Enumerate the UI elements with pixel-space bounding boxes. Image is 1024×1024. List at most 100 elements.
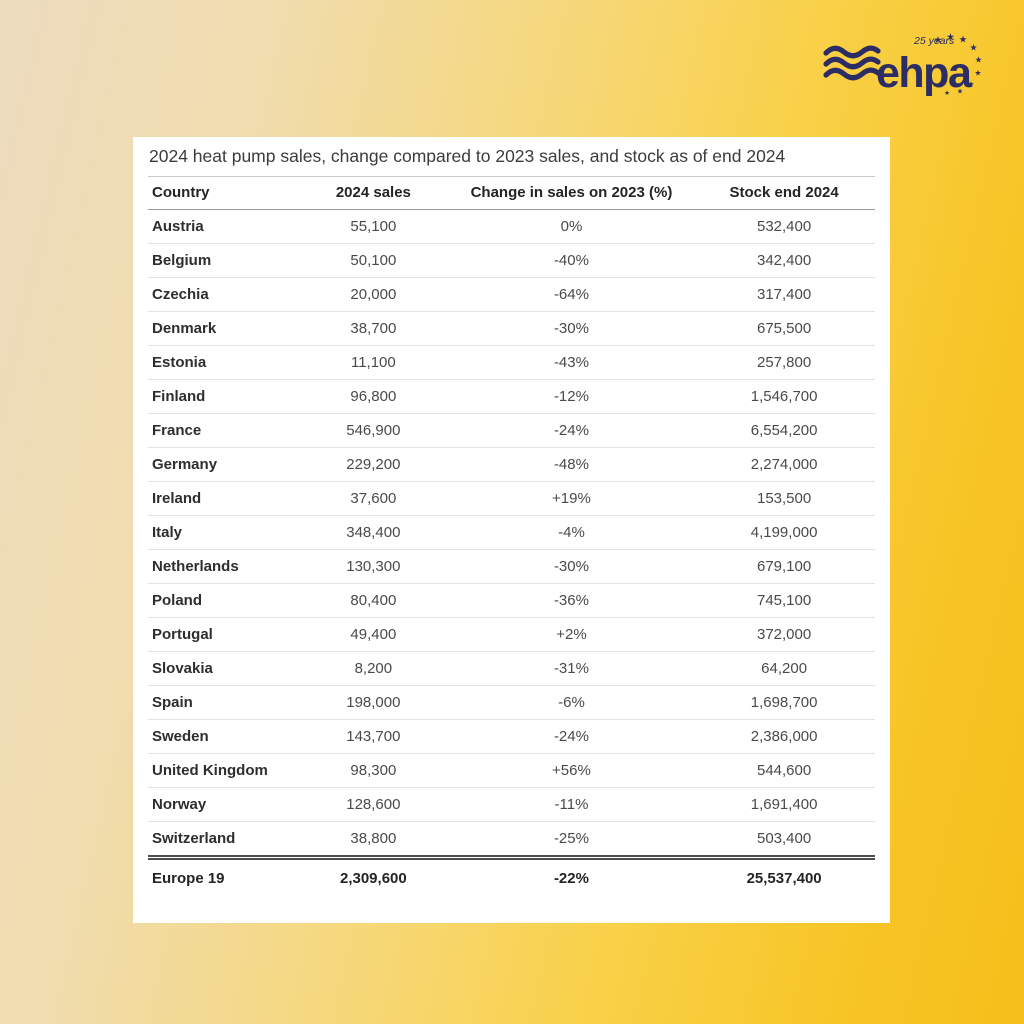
svg-text:★: ★ bbox=[975, 56, 983, 66]
stock-cell: 679,100 bbox=[693, 549, 875, 584]
col-header-sales: 2024 sales bbox=[297, 177, 450, 210]
table-row: United Kingdom 98,300 +56% 544,600 bbox=[148, 753, 875, 788]
col-header-country: Country bbox=[148, 177, 298, 210]
change-cell: -24% bbox=[449, 413, 694, 448]
total-change-value: -22% bbox=[449, 855, 694, 898]
sales-cell: 98,300 bbox=[297, 753, 450, 788]
svg-text:★: ★ bbox=[934, 35, 943, 46]
table-row: Sweden 143,700 -24% 2,386,000 bbox=[148, 719, 875, 754]
svg-text:★: ★ bbox=[969, 44, 977, 54]
change-cell: -11% bbox=[449, 787, 694, 822]
change-cell: -43% bbox=[449, 345, 694, 380]
data-card: 2024 heat pump sales, change compared to… bbox=[133, 137, 890, 923]
table-row: Austria 55,100 0% 532,400 bbox=[148, 209, 875, 244]
country-cell: Estonia bbox=[148, 345, 298, 380]
col-header-stock: Stock end 2024 bbox=[693, 177, 875, 210]
sales-cell: 50,100 bbox=[297, 243, 450, 278]
change-cell: -12% bbox=[449, 379, 694, 414]
country-cell: France bbox=[148, 413, 298, 448]
svg-text:★: ★ bbox=[974, 69, 981, 78]
table-row: Portugal 49,400 +2% 372,000 bbox=[148, 617, 875, 652]
stock-cell: 1,691,400 bbox=[693, 787, 875, 822]
table-row: Spain 198,000 -6% 1,698,700 bbox=[148, 685, 875, 720]
eu-stars-icon: ★ ★ ★ ★ ★ ★ ★ ★ ★ bbox=[934, 32, 983, 97]
svg-text:★: ★ bbox=[944, 89, 950, 97]
stock-cell: 503,400 bbox=[693, 821, 875, 858]
change-cell: +19% bbox=[449, 481, 694, 516]
table-row: Netherlands 130,300 -30% 679,100 bbox=[148, 549, 875, 584]
sales-cell: 38,800 bbox=[297, 821, 450, 858]
country-cell: Switzerland bbox=[148, 821, 298, 858]
stock-cell: 6,554,200 bbox=[693, 413, 875, 448]
stock-cell: 675,500 bbox=[693, 311, 875, 346]
stock-cell: 2,386,000 bbox=[693, 719, 875, 754]
ehpa-badge-text: 25 years bbox=[913, 35, 955, 47]
sales-cell: 128,600 bbox=[297, 787, 450, 822]
change-cell: -31% bbox=[449, 651, 694, 686]
change-cell: -36% bbox=[449, 583, 694, 618]
stock-cell: 544,600 bbox=[693, 753, 875, 788]
country-cell: Italy bbox=[148, 515, 298, 550]
country-cell: Sweden bbox=[148, 719, 298, 754]
table-row: Finland 96,800 -12% 1,546,700 bbox=[148, 379, 875, 414]
table-title: 2024 heat pump sales, change compared to… bbox=[148, 137, 875, 177]
change-cell: -24% bbox=[449, 719, 694, 754]
sales-cell: 348,400 bbox=[297, 515, 450, 550]
country-cell: Austria bbox=[148, 209, 298, 244]
change-cell: -30% bbox=[449, 549, 694, 584]
svg-text:★: ★ bbox=[957, 88, 963, 96]
table-row: Poland 80,400 -36% 745,100 bbox=[148, 583, 875, 618]
country-cell: Finland bbox=[148, 379, 298, 414]
table-row: France 546,900 -24% 6,554,200 bbox=[148, 413, 875, 448]
change-cell: -48% bbox=[449, 447, 694, 482]
country-cell: Belgium bbox=[148, 243, 298, 278]
sales-cell: 20,000 bbox=[297, 277, 450, 312]
sales-cell: 130,300 bbox=[297, 549, 450, 584]
stock-cell: 532,400 bbox=[693, 209, 875, 244]
country-cell: Norway bbox=[148, 787, 298, 822]
country-cell: Germany bbox=[148, 447, 298, 482]
sales-cell: 11,100 bbox=[297, 345, 450, 380]
stock-cell: 2,274,000 bbox=[693, 447, 875, 482]
country-cell: Spain bbox=[148, 685, 298, 720]
country-cell: Denmark bbox=[148, 311, 298, 346]
table-row: Slovakia 8,200 -31% 64,200 bbox=[148, 651, 875, 686]
wave-icon bbox=[823, 45, 881, 81]
sales-cell: 229,200 bbox=[297, 447, 450, 482]
country-cell: Ireland bbox=[148, 481, 298, 516]
stock-cell: 1,546,700 bbox=[693, 379, 875, 414]
country-cell: Czechia bbox=[148, 277, 298, 312]
stock-cell: 342,400 bbox=[693, 243, 875, 278]
sales-cell: 55,100 bbox=[297, 209, 450, 244]
stock-cell: 1,698,700 bbox=[693, 685, 875, 720]
sales-cell: 37,600 bbox=[297, 481, 450, 516]
stock-cell: 745,100 bbox=[693, 583, 875, 618]
svg-text:★: ★ bbox=[959, 35, 968, 46]
svg-text:★: ★ bbox=[968, 80, 975, 89]
stock-cell: 4,199,000 bbox=[693, 515, 875, 550]
table-row: Germany 229,200 -48% 2,274,000 bbox=[148, 447, 875, 482]
sales-cell: 143,700 bbox=[297, 719, 450, 754]
stock-cell: 317,400 bbox=[693, 277, 875, 312]
country-cell: Portugal bbox=[148, 617, 298, 652]
change-cell: -6% bbox=[449, 685, 694, 720]
country-cell: Netherlands bbox=[148, 549, 298, 584]
sales-cell: 8,200 bbox=[297, 651, 450, 686]
sales-cell: 96,800 bbox=[297, 379, 450, 414]
stock-cell: 64,200 bbox=[693, 651, 875, 686]
header-row: Country 2024 sales Change in sales on 20… bbox=[148, 177, 875, 210]
sales-cell: 198,000 bbox=[297, 685, 450, 720]
country-cell: Poland bbox=[148, 583, 298, 618]
change-cell: +56% bbox=[449, 753, 694, 788]
table-row: Norway 128,600 -11% 1,691,400 bbox=[148, 787, 875, 822]
sales-cell: 546,900 bbox=[297, 413, 450, 448]
sales-cell: 80,400 bbox=[297, 583, 450, 618]
change-cell: -4% bbox=[449, 515, 694, 550]
total-stock-value: 25,537,400 bbox=[693, 855, 875, 898]
table-row: Ireland 37,600 +19% 153,500 bbox=[148, 481, 875, 516]
sales-cell: 49,400 bbox=[297, 617, 450, 652]
table-row: Switzerland 38,800 -25% 503,400 bbox=[148, 821, 875, 858]
stock-cell: 372,000 bbox=[693, 617, 875, 652]
ehpa-logo: ehpa 25 years ★ ★ ★ ★ ★ ★ ★ ★ ★ bbox=[818, 26, 988, 106]
